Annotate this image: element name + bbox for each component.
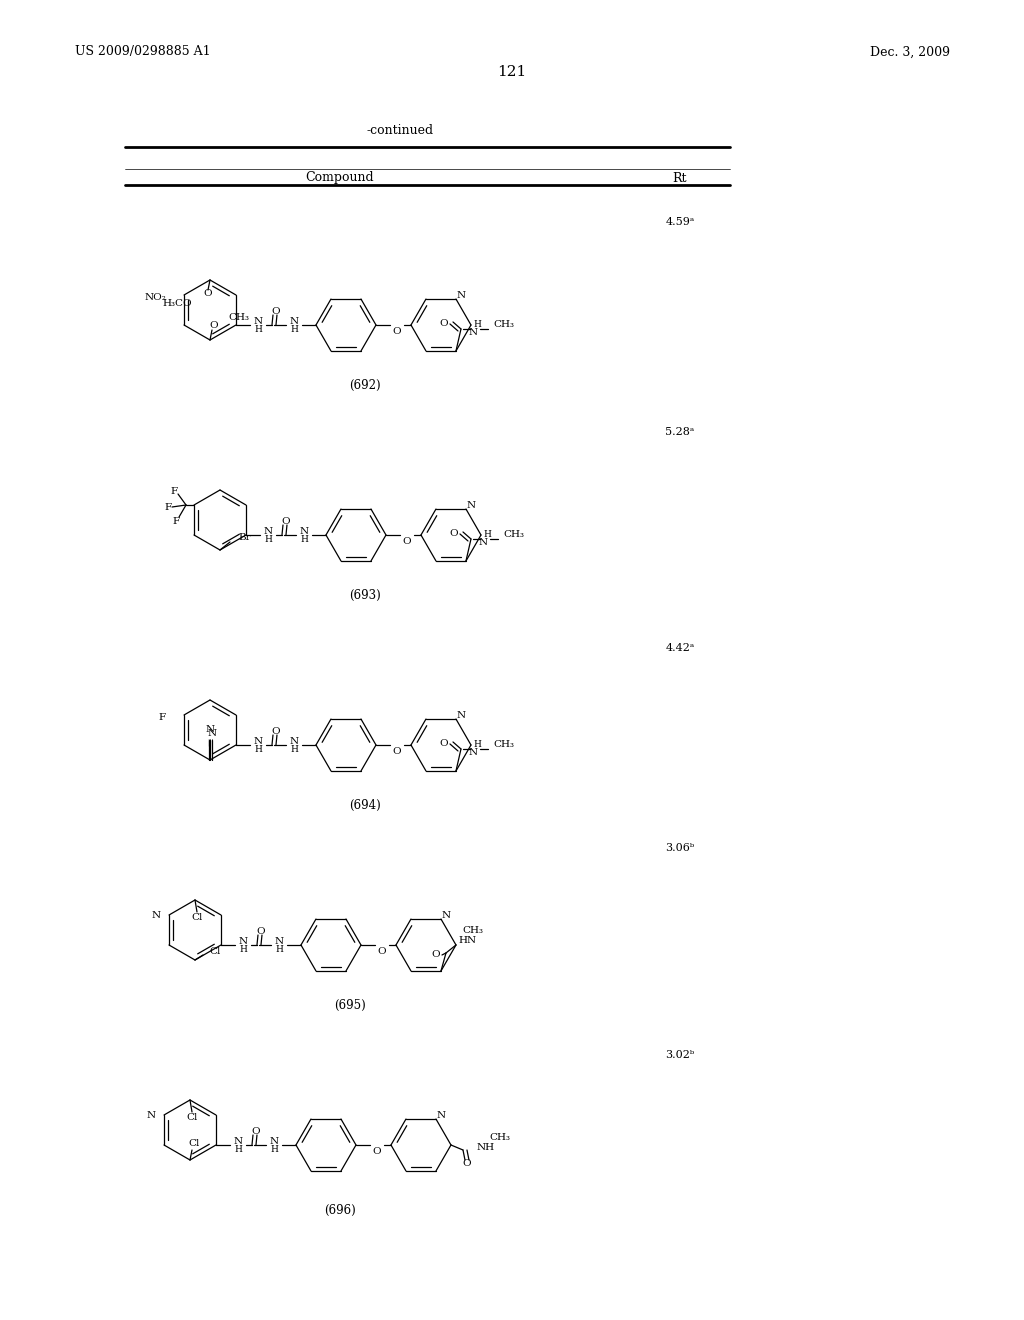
Text: O: O xyxy=(257,927,265,936)
Text: H: H xyxy=(275,945,283,954)
Text: H: H xyxy=(300,536,308,544)
Text: H₃CO: H₃CO xyxy=(163,300,193,309)
Text: N: N xyxy=(233,1138,243,1147)
Text: O: O xyxy=(373,1147,381,1155)
Text: CH₃: CH₃ xyxy=(462,927,483,936)
Text: N: N xyxy=(457,710,466,719)
Text: H: H xyxy=(270,1146,278,1155)
Text: H: H xyxy=(483,531,490,540)
Text: O: O xyxy=(204,289,212,298)
Text: H: H xyxy=(254,326,262,334)
Text: O: O xyxy=(450,529,458,539)
Text: CH₃: CH₃ xyxy=(503,531,524,540)
Text: O: O xyxy=(431,950,440,960)
Text: 121: 121 xyxy=(498,65,526,79)
Text: F: F xyxy=(170,487,177,495)
Text: O: O xyxy=(439,319,447,329)
Text: CH₃: CH₃ xyxy=(493,321,514,330)
Text: O: O xyxy=(378,946,386,956)
Text: O: O xyxy=(392,747,401,755)
Text: N: N xyxy=(290,318,299,326)
Text: 3.06ᵇ: 3.06ᵇ xyxy=(666,843,694,853)
Text: H: H xyxy=(254,746,262,755)
Text: -continued: -continued xyxy=(367,124,433,136)
Text: N: N xyxy=(269,1138,279,1147)
Text: 4.42ᵃ: 4.42ᵃ xyxy=(666,643,694,653)
Text: F: F xyxy=(172,516,179,525)
Text: N: N xyxy=(146,1110,156,1119)
Text: |||: ||| xyxy=(207,738,213,746)
Text: 4.59ᵃ: 4.59ᵃ xyxy=(666,216,694,227)
Text: N: N xyxy=(468,748,477,758)
Text: CH₃: CH₃ xyxy=(489,1134,510,1143)
Text: Compound: Compound xyxy=(306,172,375,185)
Text: O: O xyxy=(402,536,412,545)
Text: N: N xyxy=(253,738,262,747)
Text: H: H xyxy=(473,321,481,330)
Text: F: F xyxy=(165,503,172,511)
Text: CH₃: CH₃ xyxy=(228,314,249,322)
Text: US 2009/0298885 A1: US 2009/0298885 A1 xyxy=(75,45,211,58)
Text: NH: NH xyxy=(477,1143,496,1151)
Text: N: N xyxy=(239,937,248,946)
Text: NO₂: NO₂ xyxy=(144,293,166,301)
Text: N: N xyxy=(466,500,475,510)
Text: (694): (694) xyxy=(349,799,381,812)
Text: H: H xyxy=(234,1146,242,1155)
Text: O: O xyxy=(392,326,401,335)
Text: H: H xyxy=(473,741,481,750)
Text: H: H xyxy=(264,536,272,544)
Text: Cl: Cl xyxy=(191,913,203,923)
Text: O: O xyxy=(271,306,281,315)
Text: H: H xyxy=(239,945,247,954)
Text: N: N xyxy=(478,539,487,548)
Text: N: N xyxy=(152,911,161,920)
Text: 3.02ᵇ: 3.02ᵇ xyxy=(666,1049,694,1060)
Text: N: N xyxy=(436,1110,445,1119)
Text: N: N xyxy=(253,318,262,326)
Text: Cl: Cl xyxy=(209,948,220,957)
Text: H: H xyxy=(290,326,298,334)
Text: (693): (693) xyxy=(349,589,381,602)
Text: N: N xyxy=(263,528,272,536)
Text: N: N xyxy=(299,528,308,536)
Text: O: O xyxy=(439,739,447,748)
Text: O: O xyxy=(282,516,290,525)
Text: CH₃: CH₃ xyxy=(493,741,514,750)
Text: N: N xyxy=(206,726,215,734)
Text: Br: Br xyxy=(238,533,251,543)
Text: Dec. 3, 2009: Dec. 3, 2009 xyxy=(870,45,950,58)
Text: F: F xyxy=(159,713,166,722)
Text: O: O xyxy=(463,1159,471,1168)
Text: N: N xyxy=(457,290,466,300)
Text: Cl: Cl xyxy=(188,1139,200,1148)
Text: Rt: Rt xyxy=(673,172,687,185)
Text: O: O xyxy=(252,1126,260,1135)
Text: N: N xyxy=(290,738,299,747)
Text: N: N xyxy=(441,911,451,920)
Text: N: N xyxy=(208,730,216,738)
Text: O: O xyxy=(210,322,218,330)
Text: HN: HN xyxy=(458,936,476,945)
Text: H: H xyxy=(290,746,298,755)
Text: N: N xyxy=(468,329,477,338)
Text: (692): (692) xyxy=(349,379,381,392)
Text: (696): (696) xyxy=(325,1204,356,1217)
Text: N: N xyxy=(274,937,284,946)
Text: Cl: Cl xyxy=(186,1114,198,1122)
Text: (695): (695) xyxy=(334,998,366,1011)
Text: O: O xyxy=(271,726,281,735)
Text: 5.28ᵃ: 5.28ᵃ xyxy=(666,426,694,437)
